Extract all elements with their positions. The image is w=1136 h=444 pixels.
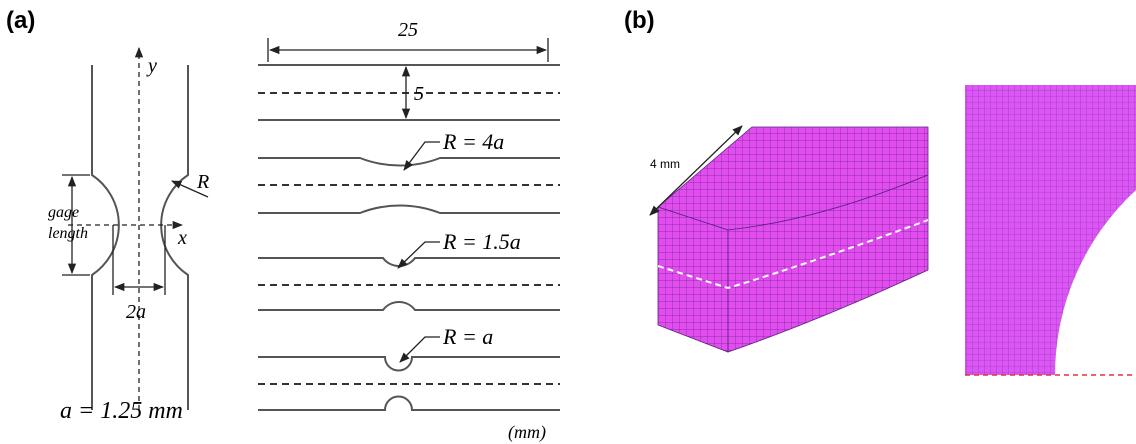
spacing-label: 5 bbox=[414, 83, 424, 105]
radius-label: R = 4a bbox=[442, 129, 504, 154]
figure: (a) (b) y x R gage length 2a a = 1.25 mm bbox=[0, 0, 1136, 444]
mesh-plane bbox=[965, 85, 1136, 375]
axis-label: x bbox=[177, 227, 187, 249]
panel-label: (a) bbox=[6, 7, 35, 34]
axis-label: y bbox=[146, 55, 157, 77]
mesh-block bbox=[650, 126, 928, 352]
unit-label: (mm) bbox=[508, 422, 546, 443]
thickness-label: 4 mm bbox=[650, 157, 680, 171]
radius-label: R bbox=[196, 171, 209, 193]
radius-label: R = a bbox=[442, 324, 493, 349]
profiles bbox=[258, 38, 560, 410]
parameter-label: a = 1.25 mm bbox=[60, 398, 183, 424]
length-label: 25 bbox=[398, 19, 418, 41]
width-label: 2a bbox=[126, 301, 146, 323]
gage-label: length bbox=[48, 225, 88, 242]
gage-label: gage bbox=[48, 204, 79, 221]
panel-label: (b) bbox=[624, 7, 655, 34]
radius-label: R = 1.5a bbox=[442, 229, 521, 254]
